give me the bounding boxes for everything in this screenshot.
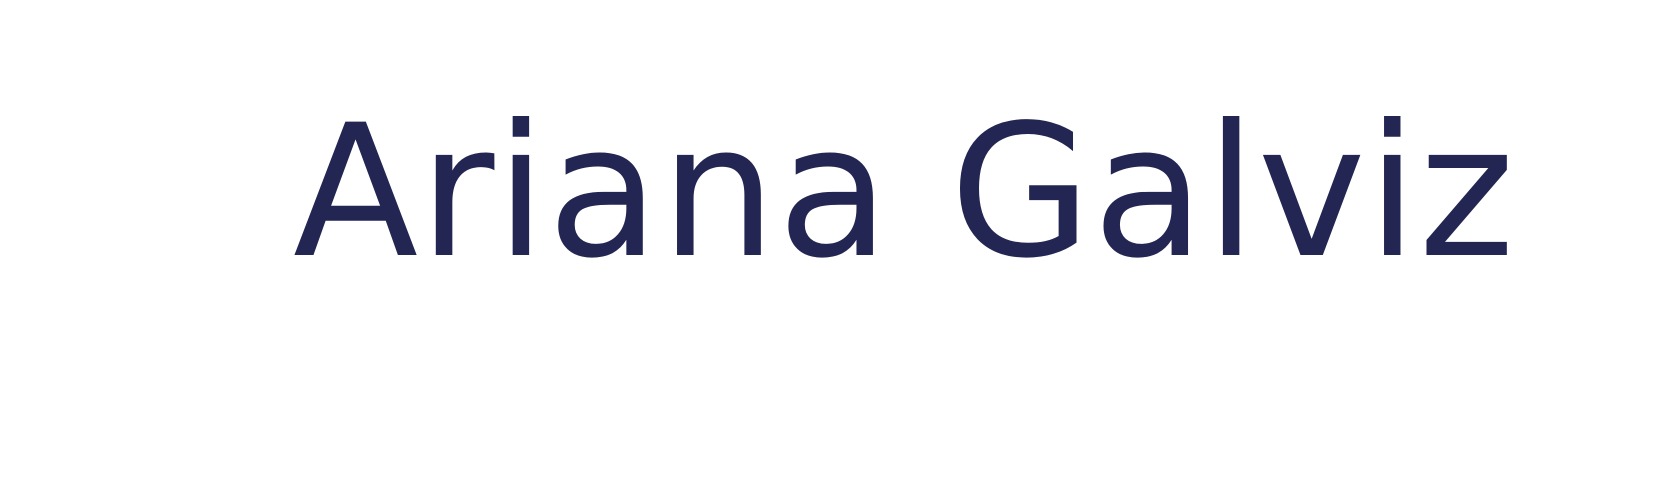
name-text: Ariana Galviz — [293, 86, 1516, 299]
